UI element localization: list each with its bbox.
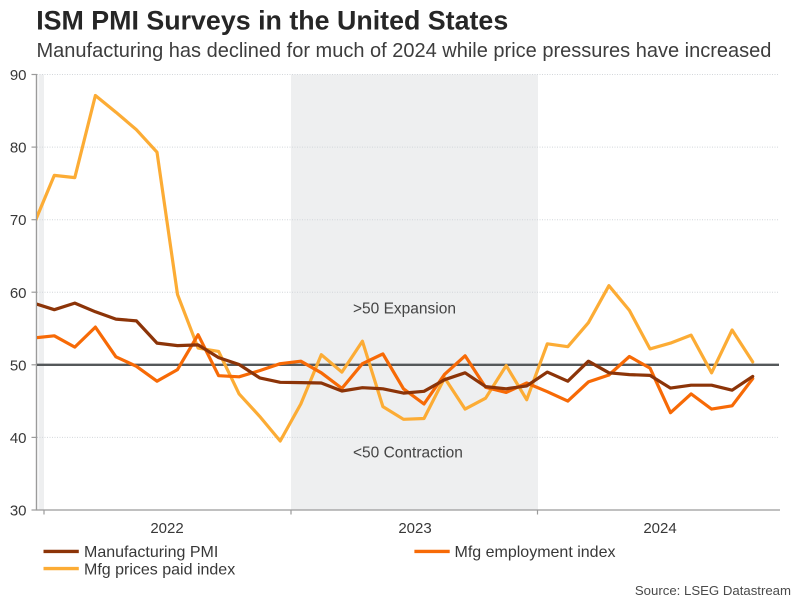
svg-text:40: 40 xyxy=(10,430,27,447)
svg-text:2023: 2023 xyxy=(398,520,431,537)
svg-text:70: 70 xyxy=(10,212,27,229)
svg-text:Manufacturing PMI: Manufacturing PMI xyxy=(84,544,218,561)
svg-text:80: 80 xyxy=(10,140,27,157)
svg-text:<50 Contraction: <50 Contraction xyxy=(353,445,463,462)
svg-text:30: 30 xyxy=(10,503,27,520)
svg-text:60: 60 xyxy=(10,285,27,302)
svg-text:Source: LSEG Datastream: Source: LSEG Datastream xyxy=(635,583,791,598)
svg-text:2022: 2022 xyxy=(150,520,183,537)
svg-text:Mfg employment index: Mfg employment index xyxy=(455,544,616,561)
svg-text:Manufacturing has declined for: Manufacturing has declined for much of 2… xyxy=(37,40,772,62)
svg-text:2024: 2024 xyxy=(643,520,676,537)
svg-text:ISM PMI Surveys in the United: ISM PMI Surveys in the United States xyxy=(36,6,508,36)
svg-text:Mfg prices paid index: Mfg prices paid index xyxy=(84,561,235,578)
svg-text:50: 50 xyxy=(10,357,27,374)
svg-text:90: 90 xyxy=(10,67,27,84)
svg-text:>50 Expansion: >50 Expansion xyxy=(353,301,456,318)
